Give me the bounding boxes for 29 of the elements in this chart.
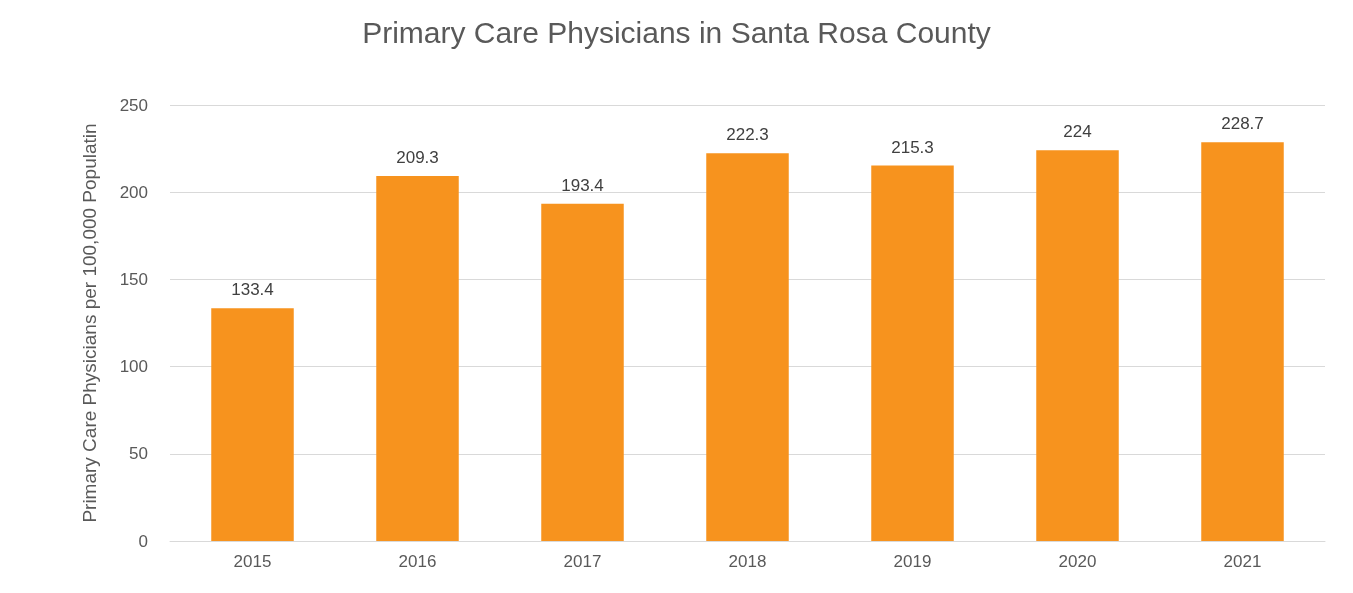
y-tick-label: 250	[119, 95, 148, 115]
bar	[541, 203, 624, 541]
bar	[1036, 150, 1119, 541]
y-axis-title: Primary Care Physicians per 100,000 Populatin	[78, 123, 100, 523]
x-tick-label: 2017	[563, 552, 602, 571]
x-tick-label: 2019	[893, 552, 932, 571]
bar	[211, 308, 294, 541]
data-label: 209.3	[396, 147, 439, 167]
chart-title: Primary Care Physicians in Santa Rosa County	[362, 15, 991, 49]
y-tick-label: 100	[119, 357, 148, 377]
bar	[871, 165, 954, 541]
x-tick-label: 2016	[398, 552, 437, 571]
data-label: 193.4	[561, 175, 604, 195]
bar	[706, 153, 789, 541]
y-tick-label: 50	[129, 444, 148, 464]
bar	[376, 175, 459, 541]
y-tick-label: 200	[119, 182, 148, 202]
bar	[1201, 142, 1284, 541]
x-tick-label: 2021	[1223, 552, 1262, 571]
data-label: 228.7	[1221, 114, 1264, 134]
data-label: 222.3	[726, 125, 769, 145]
data-label: 133.4	[231, 280, 274, 300]
x-tick-label: 2018	[728, 552, 767, 571]
x-tick-label: 2015	[233, 552, 272, 571]
data-label: 215.3	[891, 137, 934, 157]
data-label: 224	[1063, 122, 1092, 142]
y-tick-label: 0	[138, 531, 148, 551]
y-tick-label: 150	[119, 269, 148, 289]
x-tick-label: 2020	[1058, 552, 1097, 571]
